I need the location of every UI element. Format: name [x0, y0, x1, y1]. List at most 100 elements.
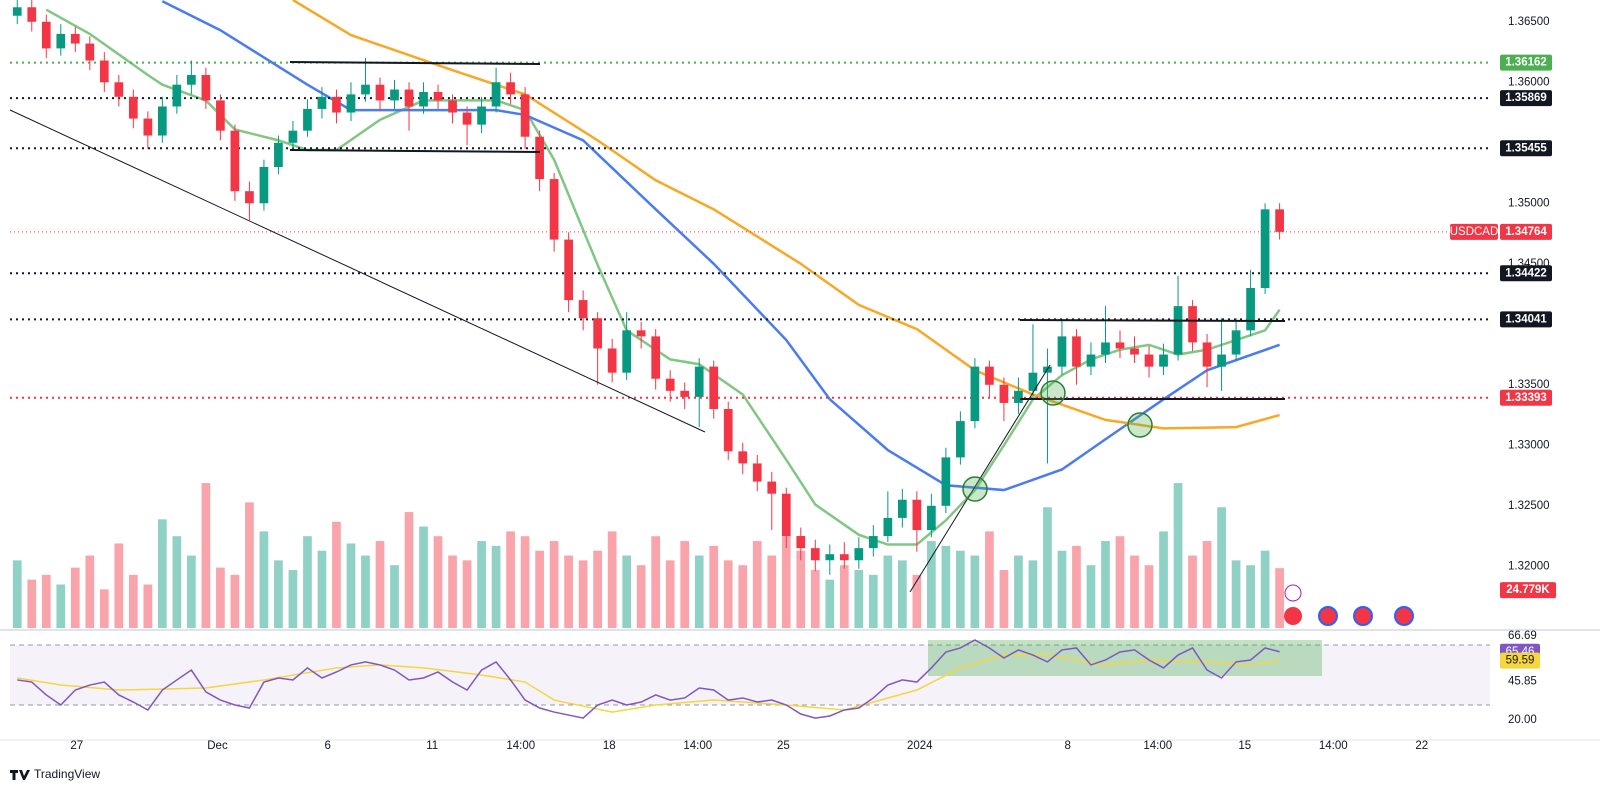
volume-bar — [868, 574, 878, 628]
ma-layer — [45, 0, 1281, 546]
cross-marker — [1127, 412, 1153, 438]
candle-body — [1130, 348, 1139, 355]
cross-marker — [962, 476, 988, 502]
event-icon[interactable] — [1394, 606, 1414, 626]
volume-bar — [680, 541, 690, 628]
rsi-tick-label: 45.85 — [1508, 675, 1537, 687]
rsi-ma-value-box — [1500, 652, 1540, 669]
trend-line — [9, 109, 706, 433]
volume-bar — [462, 560, 472, 628]
candle-body — [593, 318, 602, 349]
symbol-label-box — [1450, 223, 1498, 240]
volume-bar — [70, 567, 80, 628]
volume-bar — [128, 574, 138, 628]
volume-bar — [1130, 555, 1139, 628]
x-tick-label: 8 — [1065, 740, 1071, 752]
volume-bar — [1086, 565, 1096, 628]
volume-bar — [245, 502, 254, 628]
level-label: 1.36162 — [1505, 57, 1547, 69]
y-tick-label: 1.36500 — [1508, 16, 1550, 28]
volume-bar — [288, 570, 298, 628]
candle-body — [433, 91, 443, 101]
candle-body — [274, 142, 283, 167]
volume-bar — [1072, 545, 1081, 628]
candle-body — [390, 89, 399, 101]
x-tick-label: 2024 — [907, 740, 933, 752]
rsi-ma-value-label: 59.59 — [1506, 655, 1535, 667]
volume-bar — [143, 584, 153, 628]
level-label-box — [1500, 54, 1552, 71]
candle-body — [85, 43, 95, 61]
level-label-box — [1500, 389, 1552, 406]
event-icon[interactable] — [1284, 584, 1302, 602]
y-tick-label: 1.33500 — [1508, 379, 1550, 391]
event-icon[interactable] — [1284, 607, 1302, 625]
volume-bar — [1217, 507, 1226, 628]
volume-bar — [158, 519, 167, 628]
candle-body — [796, 536, 806, 549]
volume-bar — [883, 555, 893, 628]
candle-body — [27, 7, 37, 22]
channel-line — [289, 149, 541, 153]
x-tick-label: 6 — [325, 740, 331, 752]
volume-bar — [1028, 560, 1038, 628]
volume-bar — [593, 550, 602, 628]
cross-marker — [1040, 380, 1066, 406]
volume-bar — [636, 565, 646, 628]
logo-mark — [10, 770, 30, 780]
volume-bar — [477, 541, 486, 628]
volume-bar — [767, 555, 777, 628]
axes-layer: 1.365001.360001.350001.345001.335001.330… — [70, 16, 1556, 752]
candle-body — [1101, 342, 1110, 355]
x-tick-label: Dec — [207, 740, 228, 752]
candle-body — [230, 130, 240, 192]
channel-line — [289, 61, 541, 65]
event-icon[interactable] — [1353, 606, 1373, 626]
candle-body — [535, 136, 544, 180]
x-tick-label: 14:00 — [1143, 740, 1172, 752]
volume-bar — [404, 512, 414, 628]
volume-bar — [810, 570, 820, 628]
candle-body — [1014, 390, 1023, 403]
candle-body — [767, 481, 777, 494]
candle-body — [985, 366, 994, 385]
candle-body — [317, 96, 327, 109]
candle-body — [506, 82, 515, 95]
volume-bar — [665, 560, 675, 628]
candle-body — [999, 384, 1009, 403]
candle-body — [172, 84, 182, 107]
volume-bar — [99, 589, 109, 628]
candle-body — [201, 75, 211, 101]
candle-body — [956, 421, 965, 458]
volume-bar — [535, 550, 544, 628]
volume-bar — [1043, 507, 1052, 628]
level-label-box — [1500, 311, 1552, 328]
candle-body — [448, 100, 457, 113]
candle-body — [259, 166, 269, 204]
candle-body — [216, 100, 225, 131]
volume-bar — [1188, 555, 1197, 628]
volume-bar — [723, 560, 733, 628]
x-tick-label: 25 — [777, 740, 790, 752]
volume-bar — [941, 545, 951, 628]
volume-bar — [491, 545, 501, 628]
candle-body — [361, 84, 370, 95]
candle-body — [578, 300, 588, 319]
candle-body — [868, 536, 878, 549]
volume-bar — [1260, 550, 1270, 628]
volume-bar — [1144, 565, 1154, 628]
volume-bar — [1275, 568, 1284, 628]
candle-body — [622, 330, 632, 373]
y-tick-label: 1.32500 — [1508, 500, 1550, 512]
volume-bar — [970, 555, 980, 628]
candle-body — [694, 366, 704, 397]
candle-body — [187, 75, 196, 85]
candle-body — [462, 112, 472, 125]
volume-bar — [1115, 536, 1125, 628]
volume-layer — [12, 483, 1284, 628]
candles-layer — [12, 0, 1284, 575]
candle-body — [1144, 354, 1154, 367]
volume-bar — [361, 555, 370, 628]
event-icon[interactable] — [1318, 606, 1338, 626]
